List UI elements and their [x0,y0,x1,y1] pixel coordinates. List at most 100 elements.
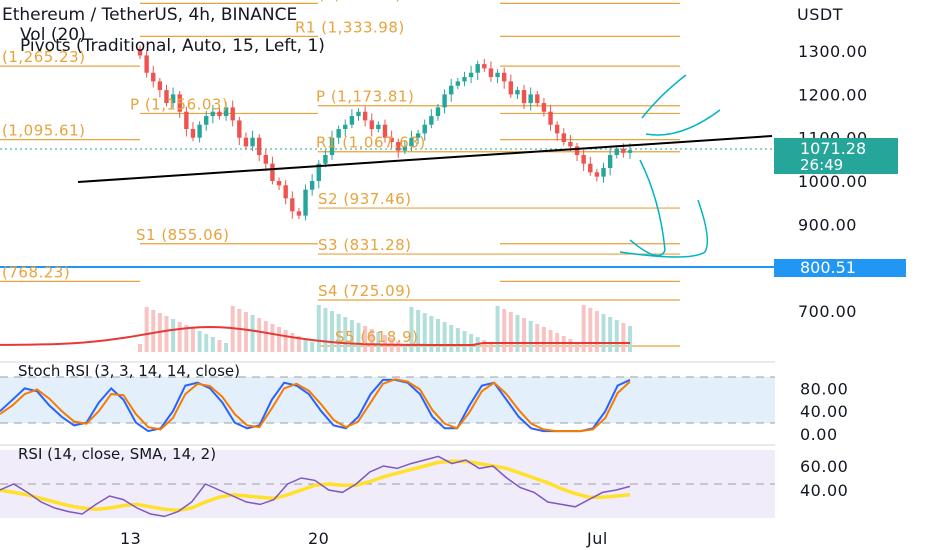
volume-bar [515,315,520,352]
volume-bar [217,340,222,352]
volume-bar [535,324,540,352]
candle-body [574,146,580,156]
drawing-stroke[interactable] [645,109,721,136]
candle-body [482,64,487,69]
volume-bar [310,342,315,352]
volume-bar [330,311,335,352]
candle-body [276,181,282,186]
pivot-label: S5 (618.9) [335,328,418,346]
volume-bar [210,337,215,352]
rsi-tick: 40.00 [800,481,848,500]
candle-body [601,168,606,177]
stoch-tick: 0.00 [800,425,838,444]
candle-body [223,107,229,117]
candle-body [217,111,222,117]
volume-ma-line [0,325,630,346]
volume-bar [594,311,599,352]
volume-bar [363,326,368,352]
drawing-stroke[interactable] [619,199,709,258]
volume-bar [588,308,593,352]
time-tick: 13 [120,529,141,548]
candle-body [501,72,507,82]
pivot-label: P (1,156.03) [130,95,228,113]
rsi-line [0,455,631,518]
pivot-label: S4 (725.09) [318,282,412,300]
candle-body [528,94,533,104]
candle-body [568,142,573,147]
bar-countdown: 26:49 [800,156,843,174]
candle-body [144,55,149,73]
candle-body [204,116,209,125]
candle-body [535,94,540,104]
candle-body [594,172,600,177]
candle-body [316,163,321,181]
volume-bars [0,305,632,352]
volume-bar [601,314,606,352]
volume-indicator-label: Vol (20) [20,25,86,45]
drawing-stroke[interactable] [629,159,666,257]
pivot-label: R1 (1,333.98) [295,18,405,36]
candle-body [343,124,348,130]
volume-bar [502,309,507,352]
candle-body [296,211,302,216]
volume-bar [343,317,348,352]
volume-bar [628,326,632,352]
candle-body [256,137,262,156]
volume-bar [336,314,341,352]
candle-body [323,155,328,164]
time-tick: 20 [308,529,329,548]
volume-bar [283,330,288,352]
volume-bar [541,327,546,352]
candle-body [521,90,527,104]
pivot-label: P (1,173.81) [316,88,414,106]
trendline[interactable] [77,135,773,183]
symbol-title: Ethereum / TetherUS, 4h, BINANCE [2,5,297,25]
candle-body [349,116,355,125]
volume-bar [416,310,421,352]
pivot-label: R1 (1,067.63) [316,134,426,152]
drawing-stroke[interactable] [641,74,687,119]
candle-body [402,146,408,151]
candle-body [607,155,613,169]
candle-body [449,85,454,95]
last-price-value: 1071.28 [800,139,866,158]
candle-body [157,81,163,91]
rsi-sma-line [0,459,631,513]
pivot-label: S1 (855.06) [136,226,230,244]
volume-bar [204,334,209,352]
candle-body [263,155,269,164]
price-tick: 1300.00 [798,42,868,61]
volume-bar [277,327,282,352]
volume-bar [455,328,460,352]
candle-body [283,185,288,199]
stoch-tick: 40.00 [800,402,848,421]
candle-body [270,163,275,181]
price-tick: 900.00 [798,215,857,234]
candle-body [237,120,242,138]
candle-body [488,68,494,78]
volume-bar [224,343,229,352]
pivot-labels: R2 (1,410.16) R1 (1,333.98) (1,265.23) P (1… [2,0,426,346]
volume-bar [462,331,467,352]
volume-bar [164,316,169,352]
volume-bar [376,332,381,352]
volume-bar [442,322,447,352]
candle-body [389,137,394,143]
volume-bar [449,325,454,352]
candle-body [290,198,295,212]
currency-label: USDT [797,5,843,24]
volume-bar [522,318,527,352]
candle-body [164,90,169,104]
volume-bar [429,316,434,352]
candles [137,45,633,221]
volume-bar [488,343,493,352]
candle-body [303,189,308,216]
candle-body [151,72,156,82]
volume-bar [356,323,361,352]
volume-bar [409,307,414,352]
candle-body [177,94,182,112]
candle-body [137,48,143,56]
candle-body [422,124,427,134]
